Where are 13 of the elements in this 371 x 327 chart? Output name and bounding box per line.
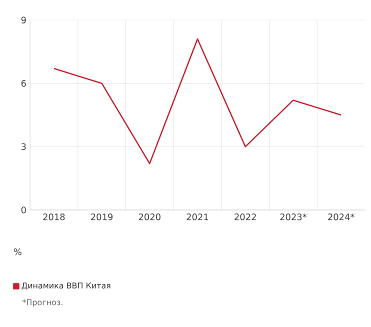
x-tick-label: 2022 bbox=[234, 214, 256, 220]
x-tick-label: 2019 bbox=[91, 214, 113, 220]
x-tick-label: 2024* bbox=[328, 214, 354, 220]
line-series bbox=[53, 38, 342, 164]
x-tick-label: 2018 bbox=[43, 214, 65, 220]
y-axis-title: % bbox=[14, 248, 22, 256]
y-tick-label: 6 bbox=[21, 80, 26, 87]
x-tick-label: 2021 bbox=[186, 214, 208, 220]
y-tick-label: 3 bbox=[21, 143, 26, 150]
y-tick-label: 9 bbox=[21, 16, 26, 24]
y-tick-label: 0 bbox=[21, 206, 26, 214]
x-tick-label: 2020 bbox=[138, 214, 160, 220]
x-tick-label: 2023* bbox=[280, 214, 307, 220]
